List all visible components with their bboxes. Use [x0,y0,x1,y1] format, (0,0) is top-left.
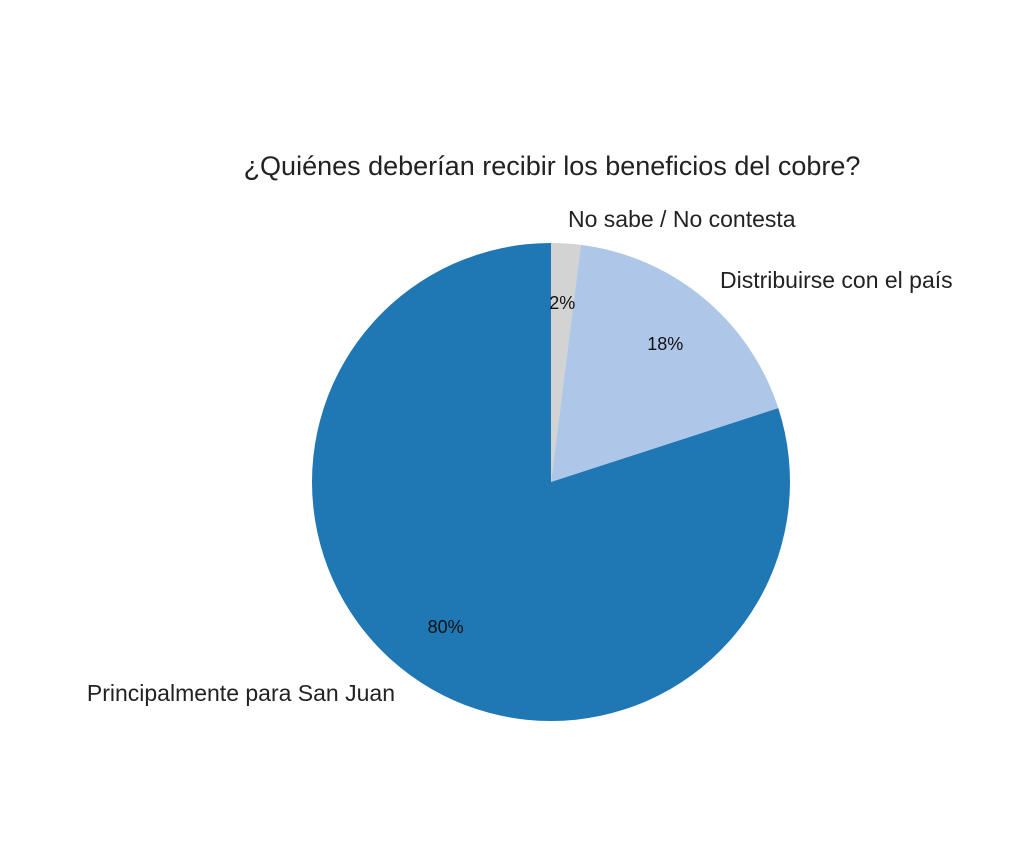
pie-slice-2 [551,244,779,482]
chart-title: ¿Quiénes deberían recibir los beneficios… [244,151,861,181]
pie-labels: 2% No sabe / No contesta 18% Distribuirse c… [87,206,953,706]
pie-category-label-2: Distribuirse con el país [720,267,953,293]
pie-slice-3 [311,243,790,721]
pie-slices [311,242,790,721]
pie-value-label-3: 80% [428,617,464,637]
pie-value-label-2: 18% [647,334,683,354]
pie-category-label-3: Principalmente para San Juan [87,680,395,706]
pie-slice-1 [551,242,581,482]
pie-category-label-1: No sabe / No contesta [568,206,796,232]
pie-value-label-1: 2% [549,293,575,313]
